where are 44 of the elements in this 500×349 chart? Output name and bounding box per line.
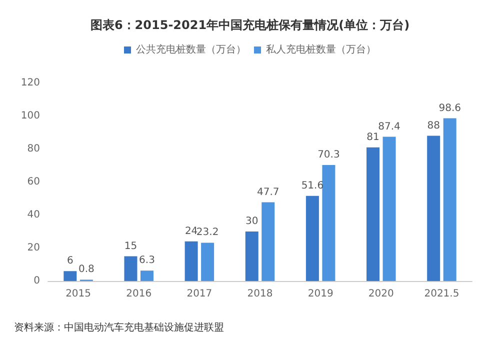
bar [64, 271, 77, 281]
y-tick-label: 100 [20, 110, 40, 122]
bar [245, 232, 258, 281]
bar [140, 270, 154, 281]
bar [366, 147, 380, 281]
x-tick-label: 2017 [186, 288, 212, 300]
x-tick-label: 2018 [247, 288, 273, 300]
text: 资料来源：中国电动汽车充电基础设施促进联盟 [14, 322, 224, 334]
data-label: 6 [66, 256, 74, 267]
x-tick-label: 2019 [308, 288, 334, 300]
data-label: 15 [124, 240, 138, 252]
data-label: 47.7 [256, 186, 280, 198]
bar [262, 202, 275, 281]
x-tick-label: 2015 [66, 288, 92, 300]
y-tick-label: 120 [20, 78, 40, 88]
data-label: 0.8 [78, 264, 94, 276]
data-label: 24 [184, 226, 198, 237]
data-label: 30 [246, 216, 258, 227]
y-tick-label: 20 [27, 242, 40, 254]
y-tick-label: 80 [27, 144, 40, 154]
bar [201, 242, 214, 281]
data-label: 81 [366, 132, 380, 143]
x-tick-label: 2020 [368, 288, 394, 300]
bar [306, 196, 319, 281]
y-tick-label: 0 [34, 276, 40, 286]
bar [124, 256, 138, 281]
data-label: 6.3 [139, 255, 155, 266]
data-label: 70.3 [318, 150, 340, 161]
bar [184, 241, 198, 281]
data-label: 88 [427, 120, 440, 132]
x-tick-label: 2021.5 [424, 288, 460, 300]
bar [443, 118, 456, 281]
y-tick-label: 40 [27, 210, 40, 220]
chart-title: 图表6：2015-2021年中国充电桩保有量情况(单位：万台) [90, 18, 410, 32]
bar [427, 136, 440, 281]
data-label: 98.6 [438, 102, 461, 114]
x-tick-label: 2016 [126, 288, 152, 300]
data-label: 23.2 [196, 227, 219, 238]
y-tick-label: 60 [27, 176, 40, 188]
bar [382, 136, 396, 281]
legend-label: 公共充电桩数量（万台） [136, 44, 246, 56]
data-label: 87.4 [378, 121, 400, 132]
bar [322, 165, 336, 281]
legend-label: 私人充电桩数量（万台） [266, 44, 376, 56]
